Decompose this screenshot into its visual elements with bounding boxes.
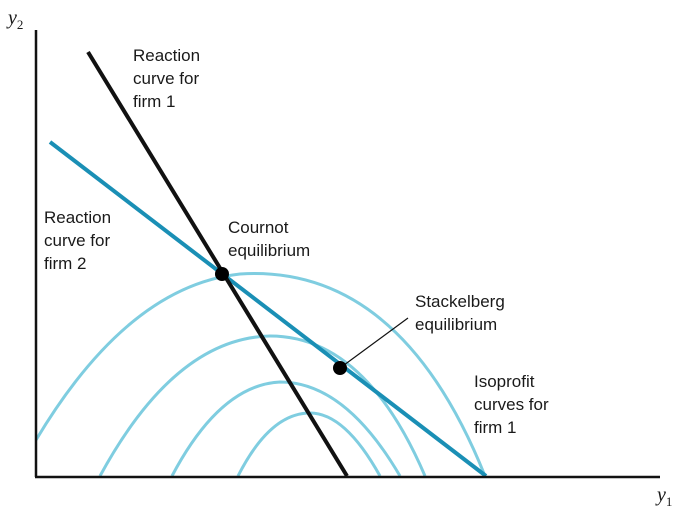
reaction-curve-firm-1 [86, 50, 349, 478]
stackelberg-point [333, 361, 347, 375]
isoprofit-curve-4 [236, 411, 382, 477]
isoprofit-curve-2 [98, 334, 427, 477]
cournot-label: Cournot equilibrium [228, 218, 310, 260]
isoprofit-curve-1 [34, 272, 487, 477]
reaction1-label: Reaction curve for firm 1 [133, 46, 205, 111]
cournot-point [215, 267, 229, 281]
isoprofit-label: Isoprofit curves for firm 1 [474, 372, 553, 437]
reaction-curve-firm-2 [48, 140, 488, 478]
y-axis-label: y2 [6, 7, 23, 32]
x-axis-label: y1 [655, 484, 672, 506]
stackelberg-label: Stackelberg equilibrium [415, 292, 510, 334]
stackelberg-pointer [339, 317, 409, 369]
reaction2-label: Reaction curve for firm 2 [44, 208, 116, 273]
isoprofit-curve-3 [170, 380, 402, 477]
isoprofit-curves [34, 272, 487, 477]
